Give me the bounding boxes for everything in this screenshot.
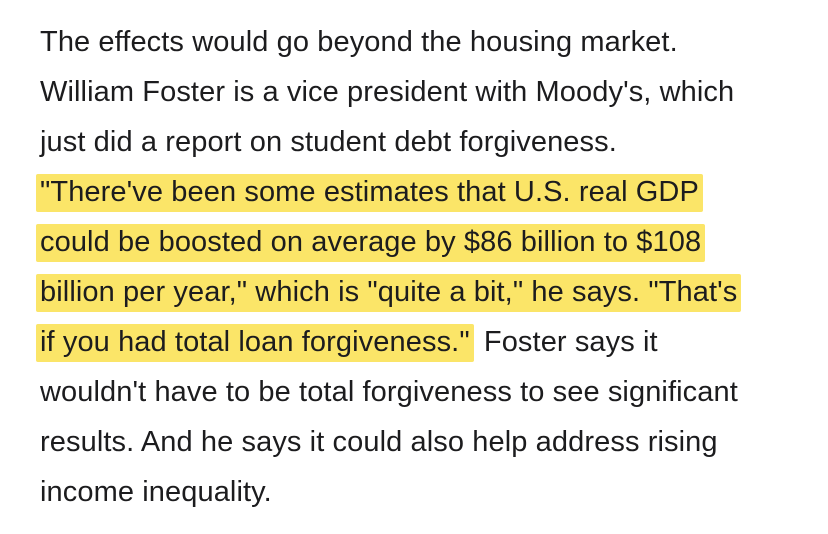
quote-highlight: could be boosted on average by $86 billi… [36,224,706,262]
paragraph-line-10: income inequality. [40,476,272,508]
paragraph-line-9: results. And he says it could also help … [40,426,718,458]
quote-highlight: billion per year," which is "quite a bit… [36,274,742,312]
highlighted-quote-line-4: if you had total loan forgiveness." Fost… [36,322,658,362]
paragraph-line-1: The effects would go beyond the housing … [40,26,678,58]
highlighted-quote-line-2: could be boosted on average by $86 billi… [36,222,706,262]
highlighted-quote-line-1: "There've been some estimates that U.S. … [36,172,703,212]
paragraph-line-3: just did a report on student debt forgiv… [40,126,617,158]
paragraph-line-8: wouldn't have to be total forgiveness to… [40,376,738,408]
paragraph-text: Foster says it [475,326,658,358]
quote-highlight: if you had total loan forgiveness." [36,324,474,362]
quote-highlight: "There've been some estimates that U.S. … [36,174,703,212]
paragraph-line-2: William Foster is a vice president with … [40,76,735,108]
highlighted-quote-line-3: billion per year," which is "quite a bit… [36,272,742,312]
